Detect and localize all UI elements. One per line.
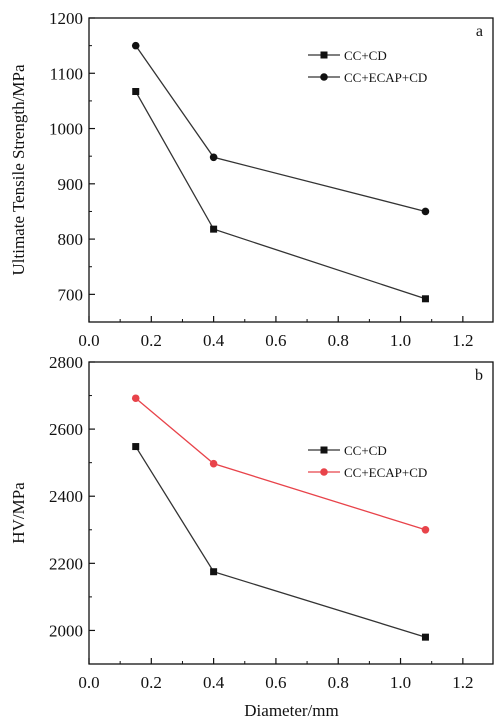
data-point-square <box>132 443 140 451</box>
x-tick-label: 0.2 <box>141 331 162 350</box>
y-tick-label: 800 <box>58 230 84 249</box>
y-tick-label: 1000 <box>49 120 83 139</box>
plot-frame-2 <box>88 361 494 665</box>
legend-label: CC+CD <box>344 48 387 63</box>
y-tick-label: 700 <box>58 285 84 304</box>
y-tick-label: 2400 <box>49 487 83 506</box>
series-line-2 <box>135 397 426 531</box>
data-point-circle <box>421 525 430 534</box>
legend-marker-square <box>320 51 328 59</box>
data-point-square <box>421 295 429 303</box>
y-tick-label: 1100 <box>50 64 83 83</box>
y-tick-label: 2000 <box>49 621 83 640</box>
data-point-circle <box>421 207 430 216</box>
x-tick-label: 0.4 <box>203 331 225 350</box>
series-line-1 <box>135 91 426 300</box>
legend-marker-circle <box>320 73 328 81</box>
x-tick-label: 1.2 <box>452 673 473 692</box>
x-tick-label: 0.6 <box>265 673 286 692</box>
y-tick-label: 900 <box>58 175 84 194</box>
legend-label: CC+CD <box>344 443 387 458</box>
x-tick-label: 0.8 <box>328 673 349 692</box>
y-axis-title: HV/MPa <box>9 482 28 544</box>
plot-frame-1 <box>88 17 494 323</box>
data-point-circle <box>131 394 140 403</box>
x-tick-label: 0.2 <box>141 673 162 692</box>
x-tick-label: 0.8 <box>328 331 349 350</box>
x-axis-title: Diameter/mm <box>244 701 338 720</box>
y-axis-title: Ultimate Tensile Strength/MPa <box>9 64 28 275</box>
y-tick-label: 2800 <box>49 353 83 372</box>
data-point-square <box>132 88 140 96</box>
data-point-square <box>210 568 218 576</box>
y-tick-label: 2200 <box>49 554 83 573</box>
data-point-circle <box>209 153 218 162</box>
legend-marker-square <box>320 446 328 454</box>
legend-marker-circle <box>320 468 328 476</box>
panel-label: b <box>475 367 483 384</box>
data-point-circle <box>131 41 140 50</box>
data-point-square <box>210 225 218 233</box>
x-tick-label: 1.0 <box>390 673 411 692</box>
y-tick-label: 2600 <box>49 420 83 439</box>
panel-label: a <box>476 23 483 40</box>
legend-label: CC+ECAP+CD <box>344 70 427 85</box>
data-point-square <box>421 633 429 641</box>
x-tick-label: 0.4 <box>203 673 225 692</box>
x-tick-label: 0.6 <box>265 331 286 350</box>
data-point-circle <box>209 459 218 468</box>
x-tick-label: 0.0 <box>78 673 99 692</box>
x-tick-label: 1.0 <box>390 331 411 350</box>
x-tick-label: 1.2 <box>452 331 473 350</box>
x-tick-label: 0.0 <box>78 331 99 350</box>
y-tick-label: 1200 <box>49 9 83 28</box>
legend-label: CC+ECAP+CD <box>344 465 427 480</box>
